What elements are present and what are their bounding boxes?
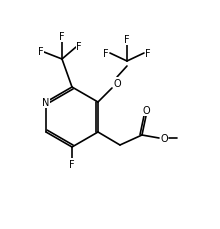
Text: O: O xyxy=(113,79,121,89)
Text: F: F xyxy=(38,47,43,57)
Text: F: F xyxy=(145,49,151,59)
Text: O: O xyxy=(160,134,168,143)
Text: F: F xyxy=(69,159,75,169)
Text: O: O xyxy=(143,106,150,116)
Text: F: F xyxy=(124,35,130,45)
Text: N: N xyxy=(42,98,50,108)
Text: F: F xyxy=(103,49,109,59)
Text: F: F xyxy=(59,32,65,42)
Text: F: F xyxy=(76,42,82,52)
